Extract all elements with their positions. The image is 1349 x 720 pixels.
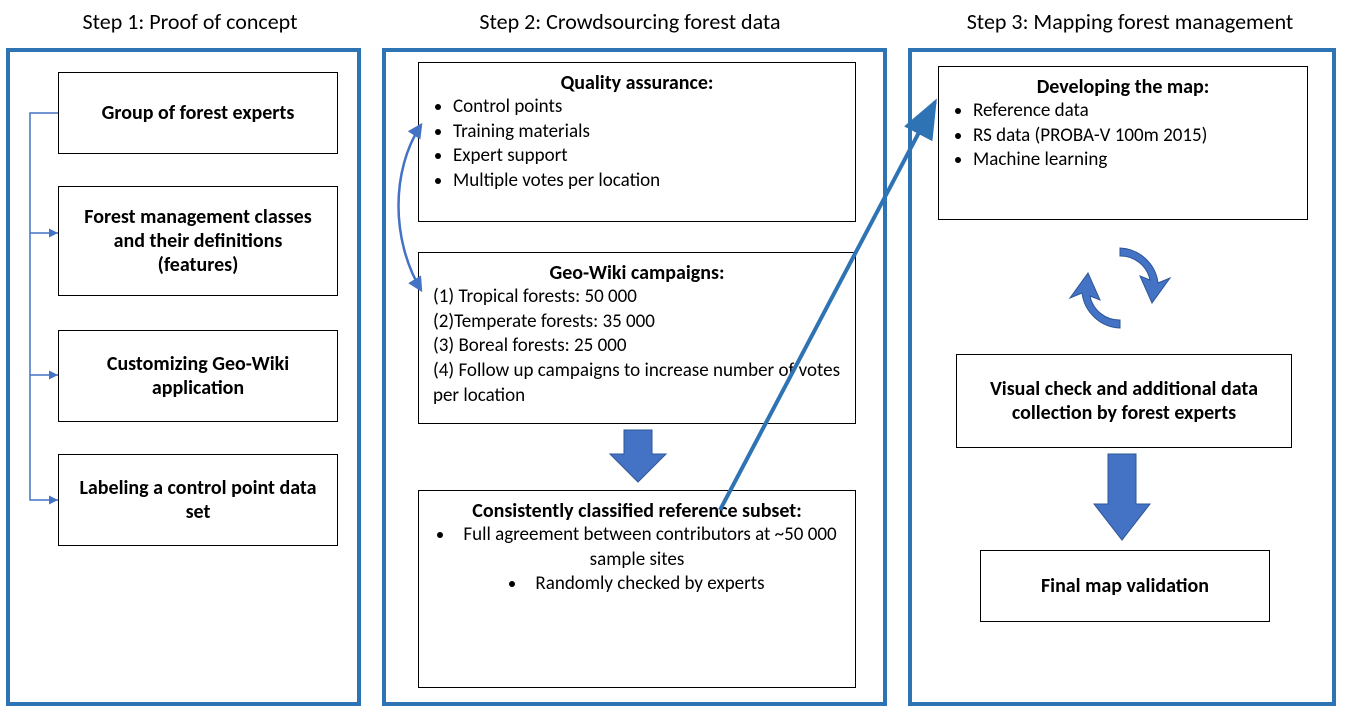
subset-to-dev-arrow	[0, 0, 1349, 720]
